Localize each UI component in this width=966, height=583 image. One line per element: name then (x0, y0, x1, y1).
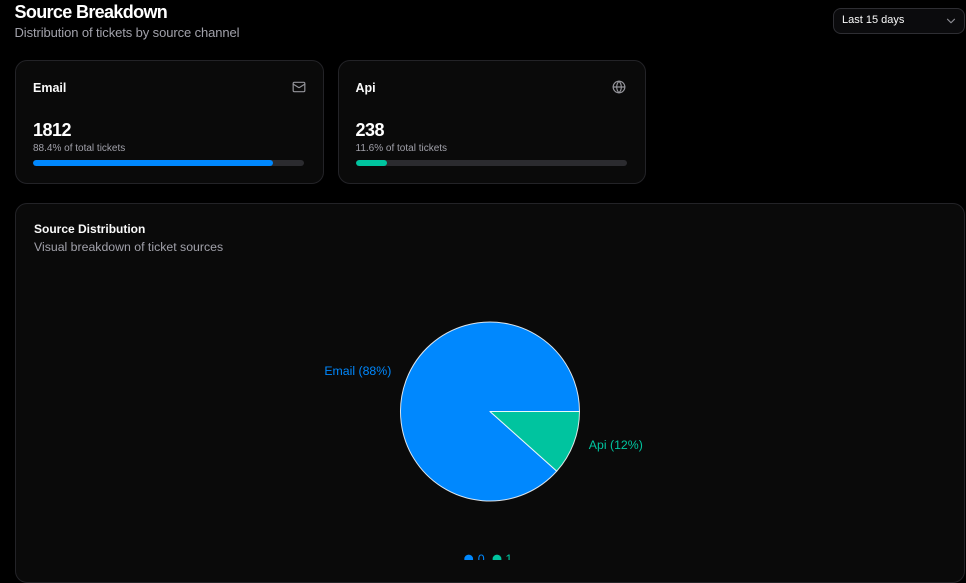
svg-text:Email (88%): Email (88%) (324, 364, 391, 378)
svg-text:Api (12%): Api (12%) (589, 438, 643, 452)
svg-text:1: 1 (505, 552, 512, 560)
svg-text:0: 0 (478, 552, 485, 560)
